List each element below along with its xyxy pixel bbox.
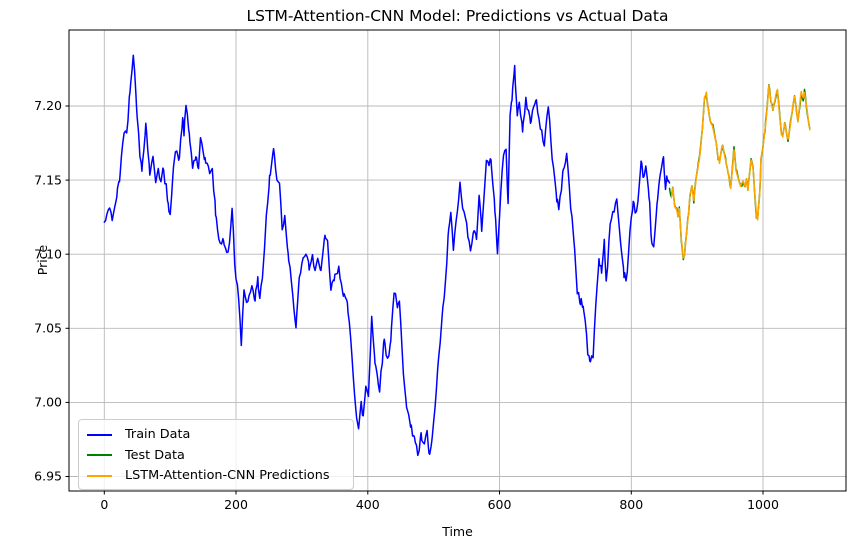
legend-label: Train Data [125,427,191,442]
legend-label: Test Data [125,447,185,463]
predictions-line [670,84,811,259]
y-tick-label: 7.15 [34,172,62,187]
y-tick-label: 7.20 [34,98,62,113]
predictions-line-swatch [87,474,112,477]
x-tick-label: 0 [100,497,108,512]
y-tick-label: 7.00 [34,395,62,410]
train-data-line [103,54,671,457]
legend-label: LSTM-Attention-CNN Predictions [125,468,330,483]
legend-item-predictions: LSTM-Attention-CNN Predictions [87,468,349,483]
plot-border [68,29,847,492]
data-series [103,54,811,457]
axis-ticks: 0 200 400 600 800 1000 6.95 7.00 7.05 7.10 7.15 7.2… [34,98,779,512]
legend: Train Data Test Data LSTM-Attention-CNN … [78,419,354,490]
y-tick-label: 7.10 [34,246,62,261]
chart-title: LSTM-Attention-CNN Model: Predictions vs… [247,7,669,25]
x-tick-label: 800 [619,497,643,512]
y-axis-label: Price [35,244,50,275]
y-tick-label: 6.95 [34,469,62,484]
legend-item-train-data: Train Data [87,427,349,442]
test-data-line [668,83,811,261]
x-tick-label: 200 [224,497,248,512]
train-data-line-swatch [87,433,112,436]
y-tick-label: 7.05 [34,321,62,336]
x-tick-label: 400 [356,497,380,512]
x-tick-label: 1000 [747,497,779,512]
x-tick-label: 600 [488,497,512,512]
x-axis-label: Time [441,524,473,539]
legend-item-test-data: Test Data [87,448,349,463]
test-data-line-swatch [87,454,112,456]
